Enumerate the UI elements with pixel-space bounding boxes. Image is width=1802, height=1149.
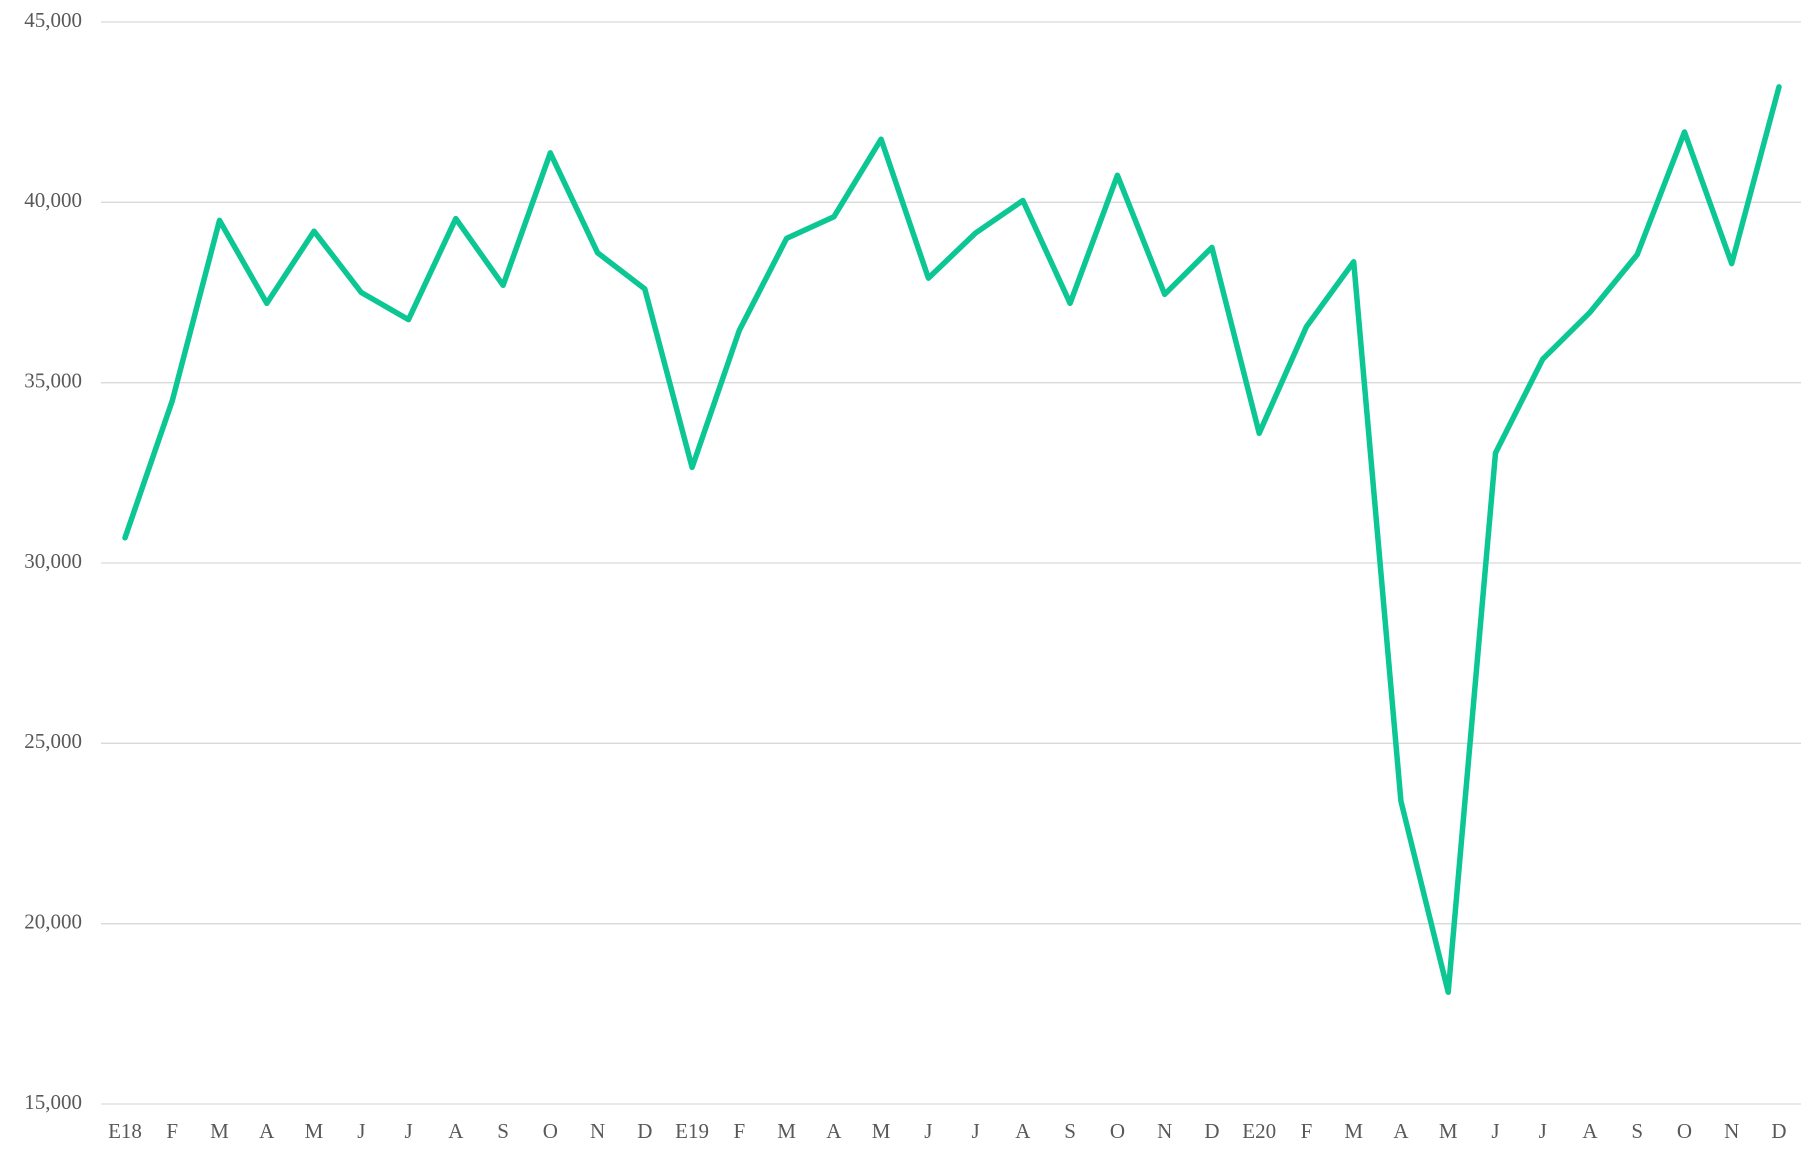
x-tick-label: D — [1204, 1119, 1219, 1143]
x-tick-label: N — [1724, 1119, 1739, 1143]
y-tick-label: 25,000 — [24, 729, 82, 753]
x-tick-label: J — [1539, 1119, 1547, 1143]
x-tick-label: M — [777, 1119, 796, 1143]
x-tick-label: E20 — [1242, 1119, 1276, 1143]
x-tick-label: J — [972, 1119, 980, 1143]
x-tick-label: J — [357, 1119, 365, 1143]
x-tick-label: N — [1157, 1119, 1172, 1143]
x-tick-label: A — [259, 1119, 275, 1143]
x-tick-label: E19 — [675, 1119, 709, 1143]
x-tick-label: J — [924, 1119, 932, 1143]
x-tick-label: M — [305, 1119, 324, 1143]
x-tick-label: O — [543, 1119, 558, 1143]
y-tick-label: 40,000 — [24, 188, 82, 212]
x-tick-label: D — [1771, 1119, 1786, 1143]
x-tick-label: O — [1110, 1119, 1125, 1143]
x-tick-label: S — [1064, 1119, 1076, 1143]
x-tick-label: A — [1393, 1119, 1409, 1143]
y-tick-label: 35,000 — [24, 368, 82, 392]
y-tick-label: 15,000 — [24, 1090, 82, 1114]
x-tick-label: N — [590, 1119, 605, 1143]
x-tick-label: D — [637, 1119, 652, 1143]
line-series — [122, 84, 1782, 995]
x-tick-label: A — [448, 1119, 464, 1143]
x-tick-label: A — [1015, 1119, 1031, 1143]
x-tick-label: S — [497, 1119, 509, 1143]
x-tick-label: A — [1582, 1119, 1598, 1143]
x-tick-label: F — [733, 1119, 745, 1143]
x-tick-label: M — [872, 1119, 891, 1143]
x-tick-label: F — [1301, 1119, 1313, 1143]
x-tick-label: F — [166, 1119, 178, 1143]
x-tick-label: J — [1491, 1119, 1499, 1143]
x-tick-label: M — [1439, 1119, 1458, 1143]
y-tick-label: 20,000 — [24, 909, 82, 933]
x-tick-label: J — [404, 1119, 412, 1143]
x-tick-label: A — [826, 1119, 842, 1143]
y-tick-label: 45,000 — [24, 8, 82, 32]
x-tick-label: M — [1344, 1119, 1363, 1143]
y-tick-label: 30,000 — [24, 549, 82, 573]
x-tick-label: O — [1677, 1119, 1692, 1143]
x-tick-label: E18 — [108, 1119, 142, 1143]
x-tick-label: M — [210, 1119, 229, 1143]
x-tick-label: S — [1631, 1119, 1643, 1143]
